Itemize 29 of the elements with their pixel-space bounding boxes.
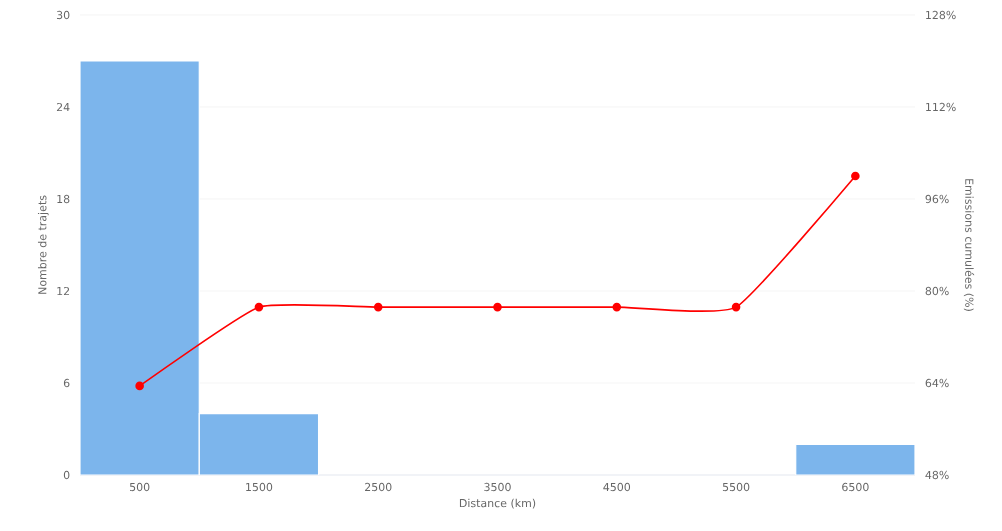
point xyxy=(493,302,502,312)
x-axis-title: Distance (km) xyxy=(459,498,536,509)
y2-tick-label: 48% xyxy=(925,470,949,480)
y-tick-label: 0 xyxy=(63,470,70,480)
y2-tick-label: 112% xyxy=(926,102,956,112)
point xyxy=(254,302,264,312)
x-tick-label: 3500 xyxy=(484,482,511,492)
point xyxy=(731,302,741,312)
y2-tick-label: 96% xyxy=(925,194,949,204)
y-tick-label: 18 xyxy=(57,194,70,204)
y-tick-label: 6 xyxy=(63,378,70,388)
point xyxy=(135,381,144,391)
y-tick-label: 30 xyxy=(56,10,70,20)
y-tick-label: 24 xyxy=(56,102,70,112)
x-tick-label: 1500 xyxy=(246,482,273,492)
x-tick-label: 4500 xyxy=(603,482,631,492)
y2-tick-label: 80% xyxy=(925,286,949,296)
y2-axis-title: Emissions cumulées (%) xyxy=(963,179,975,311)
y2-tick-label: 64% xyxy=(925,378,949,388)
point xyxy=(851,171,860,181)
y-tick-label: 12 xyxy=(57,286,70,296)
x-tick-label: 2500 xyxy=(365,482,392,492)
y-axis-title: Nombre de trajets xyxy=(37,195,49,294)
x-tick-label: 6500 xyxy=(842,482,869,492)
y2-tick-label: 128% xyxy=(926,10,956,20)
point xyxy=(373,302,383,312)
x-tick-label: 5500 xyxy=(722,482,750,492)
point xyxy=(612,302,622,312)
x-tick-label: 500 xyxy=(129,482,150,492)
